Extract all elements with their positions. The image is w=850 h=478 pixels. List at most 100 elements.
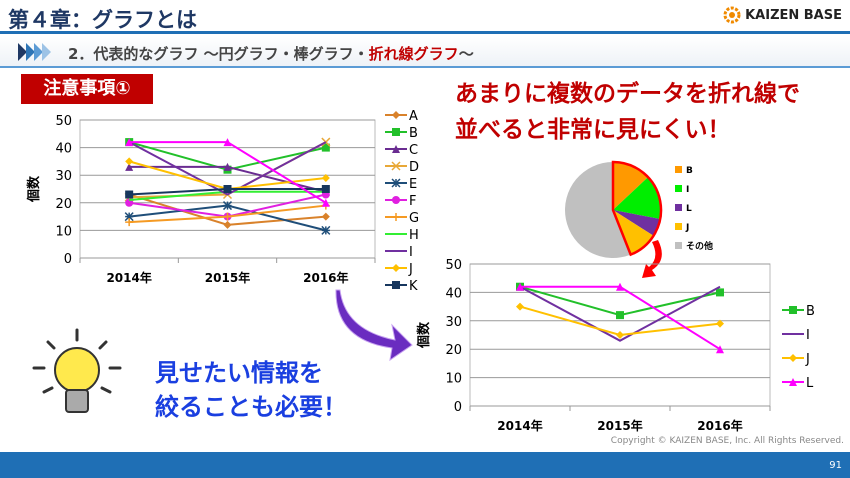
pie-slice-J [613,210,654,255]
legend-swatch [675,242,682,249]
legend-label: その他 [686,240,713,252]
tip-line: 絞ることも必要！ [155,393,347,421]
legend-label: B [686,166,693,176]
curved-arrow-icon [642,240,662,278]
legend-label: H [409,228,419,243]
marker-diamond [392,111,400,119]
marker-triangle [223,138,232,147]
y-tick-label: 20 [55,197,72,212]
series-I [519,285,721,342]
logo-text: KAIZEN BASE [745,7,842,23]
pie-slice-その他 [565,162,631,258]
subtitle-band [0,37,850,68]
legend-label: I [686,185,689,195]
legend-swatch [675,185,682,192]
y-tick-label: 0 [454,400,462,415]
y-tick-label: 10 [445,372,462,387]
series-I [128,141,327,196]
gear-icon [723,6,741,24]
y-tick-label: 20 [445,343,462,358]
legend-label: I [806,328,810,343]
marker-diamond [321,173,330,182]
x-tick-label: 2016年 [303,270,348,285]
series-unlabeled [125,138,330,207]
subtitle-highlight: 折れ線グラフ [368,45,459,63]
tip-line: 見せたい情報を [155,359,323,387]
legend-label: G [409,211,419,226]
y-axis-label: 個数 [26,175,42,203]
legend-label: L [806,376,814,391]
warning-line: あまりに複数のデータを折れ線で [455,81,800,107]
page-number: 91 [829,460,842,471]
legend-label: E [409,177,417,192]
pie-slice-I [613,177,662,219]
marker-circle [392,196,400,204]
marker-square [789,306,797,314]
marker-square [125,190,134,199]
curved-arrow-icon [335,289,413,362]
legend-label: J [408,262,413,277]
copyright: Copyright © KAIZEN BASE, Inc. All Rights… [610,436,844,446]
marker-diamond [223,220,232,229]
note-label: 注意事項① [21,74,153,104]
series-G [125,201,330,227]
lightbulb-icon [32,328,122,413]
y-tick-label: 0 [64,252,72,267]
marker-triangle [616,282,624,291]
marker-triangle [125,162,134,171]
legend-label: I [409,245,413,260]
x-tick-label: 2014年 [106,270,151,285]
pie-slice-L [613,210,661,236]
y-tick-label: 30 [55,169,72,184]
marker-diamond [125,157,134,166]
header-rule [0,31,850,34]
marker-x [391,161,401,171]
logo: KAIZEN BASE [723,6,842,24]
y-axis-label: 個数 [416,321,432,349]
x-tick-label: 2015年 [597,418,642,433]
marker-square [321,143,330,152]
x-tick-label: 2015年 [205,270,250,285]
legend-swatch [675,223,682,230]
y-tick-label: 50 [55,114,72,129]
series-L [516,282,724,354]
marker-triangle [789,378,797,386]
series-line [128,141,327,196]
pie-slice-B [613,162,648,210]
legend-swatch [675,166,682,173]
marker-diamond [392,264,400,272]
legend-label: F [409,194,416,209]
y-tick-label: 40 [445,286,462,301]
legend-label: D [409,160,419,175]
marker-diamond [789,354,797,362]
page-title: 第４章：グラフとは [8,8,197,32]
marker-square [223,185,232,193]
marker-square [616,311,624,320]
legend-swatch [675,204,682,211]
marker-square [716,288,724,297]
marker-square [392,281,400,289]
marker-triangle [392,145,400,153]
footer-bar [0,452,850,478]
legend-label: C [409,143,418,158]
marker-square [321,185,330,193]
subtitle-text: 2．代表的なグラフ ～円グラフ・棒グラフ・ [68,45,369,63]
legend-label: A [409,109,418,124]
y-tick-label: 40 [55,142,72,157]
legend-label: K [409,279,418,294]
marker-diamond [616,331,624,339]
tip-text: 見せたい情報を 絞ることも必要！ [155,356,347,424]
y-tick-label: 30 [445,315,462,330]
chevrons-icon [18,43,51,61]
marker-triangle [321,198,330,207]
x-tick-label: 2014年 [497,418,542,433]
marker-diamond [321,212,330,221]
y-tick-label: 50 [445,258,462,273]
legend-label: B [409,126,418,141]
y-tick-label: 10 [55,224,72,239]
legend-label: J [685,223,689,233]
x-tick-label: 2016年 [697,418,742,433]
